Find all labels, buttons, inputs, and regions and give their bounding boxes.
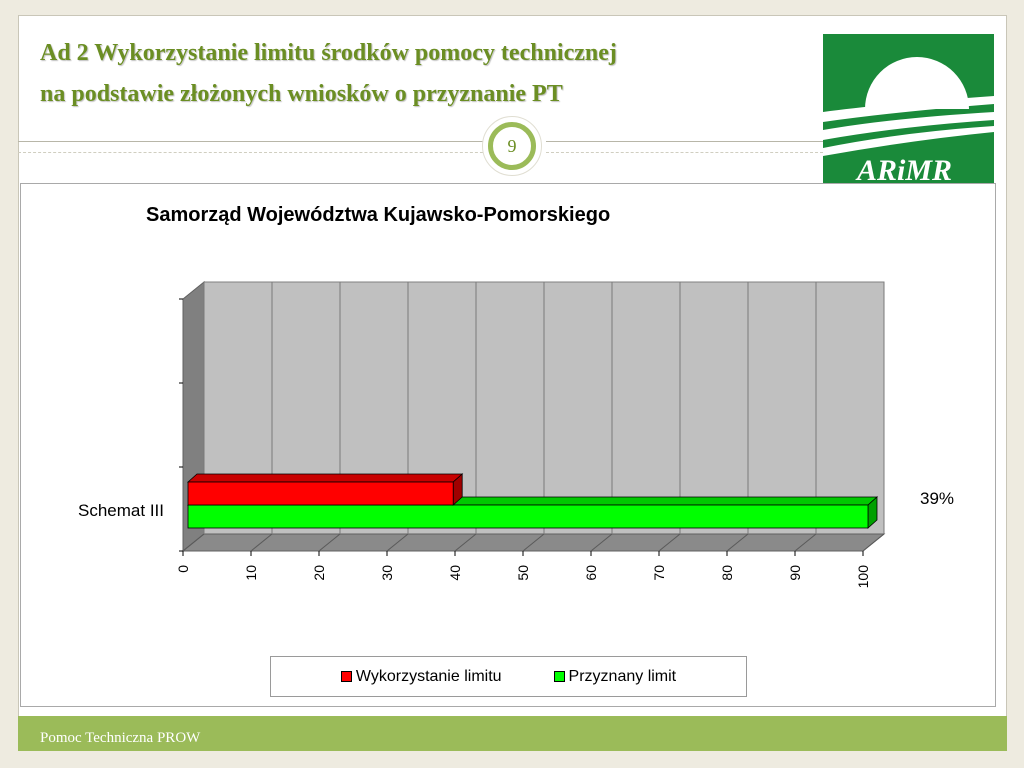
slide-title: Ad 2 Wykorzystanie limitu środków pomocy… (40, 33, 810, 115)
bar-wykorzystanie-limitu (187, 481, 454, 506)
x-tick-label: 100 (855, 565, 871, 589)
gridline-floor (454, 533, 477, 552)
x-tick-label: 80 (719, 565, 735, 581)
header-divider-dashed (18, 152, 498, 153)
svg-text:ARiMR: ARiMR (855, 154, 952, 184)
x-tick-label: 10 (243, 565, 259, 581)
x-tick-label: 0 (175, 565, 191, 573)
bar-wykorzystanie-limitu-top (186, 473, 464, 483)
gridline-floor (250, 533, 273, 552)
slide-title-line2: na podstawie złożonych wniosków o przyzn… (40, 81, 563, 107)
slide-title-line1: Ad 2 Wykorzystanie limitu środków pomocy… (40, 40, 617, 66)
legend-label-used: Wykorzystanie limitu (355, 667, 502, 685)
gridline-floor (590, 533, 613, 552)
gridline-floor (658, 533, 681, 552)
category-label: Schemat III (78, 501, 164, 520)
footer-bar (18, 716, 1007, 751)
x-tick-label: 30 (379, 565, 395, 581)
legend-swatch-used (340, 671, 352, 682)
x-tick-label: 70 (651, 565, 667, 581)
arimr-logo: ARiMR (823, 34, 994, 187)
gridline-floor (386, 533, 409, 552)
bar-przyznany-limit (187, 504, 869, 529)
gridline-floor (862, 533, 885, 552)
header-divider (546, 141, 823, 142)
footer-text: Pomoc Techniczna PROW (40, 730, 201, 746)
x-tick-label: 50 (515, 565, 531, 581)
gridline-floor (182, 533, 205, 552)
header-divider (18, 141, 498, 142)
gridline-floor (522, 533, 545, 552)
page-number: 9 (488, 122, 536, 170)
gridline-floor (318, 533, 341, 552)
x-tick-label: 20 (311, 565, 327, 581)
data-label: 39% (920, 489, 954, 508)
legend-swatch-granted (553, 671, 565, 682)
gridline-floor (794, 533, 817, 552)
x-tick-label: 90 (787, 565, 803, 581)
header-divider-dashed (546, 152, 823, 153)
legend-item-used: Wykorzystanie limitu (340, 667, 502, 686)
x-tick-label: 40 (447, 565, 463, 581)
chart-legend: Wykorzystanie limitu Przyznany limit (270, 656, 747, 697)
chart-title: Samorząd Województwa Kujawsko-Pomorskieg… (146, 204, 611, 226)
legend-label-granted: Przyznany limit (568, 667, 677, 685)
gridline-floor (726, 533, 749, 552)
x-tick-label: 60 (583, 565, 599, 581)
legend-item-granted: Przyznany limit (553, 667, 677, 686)
